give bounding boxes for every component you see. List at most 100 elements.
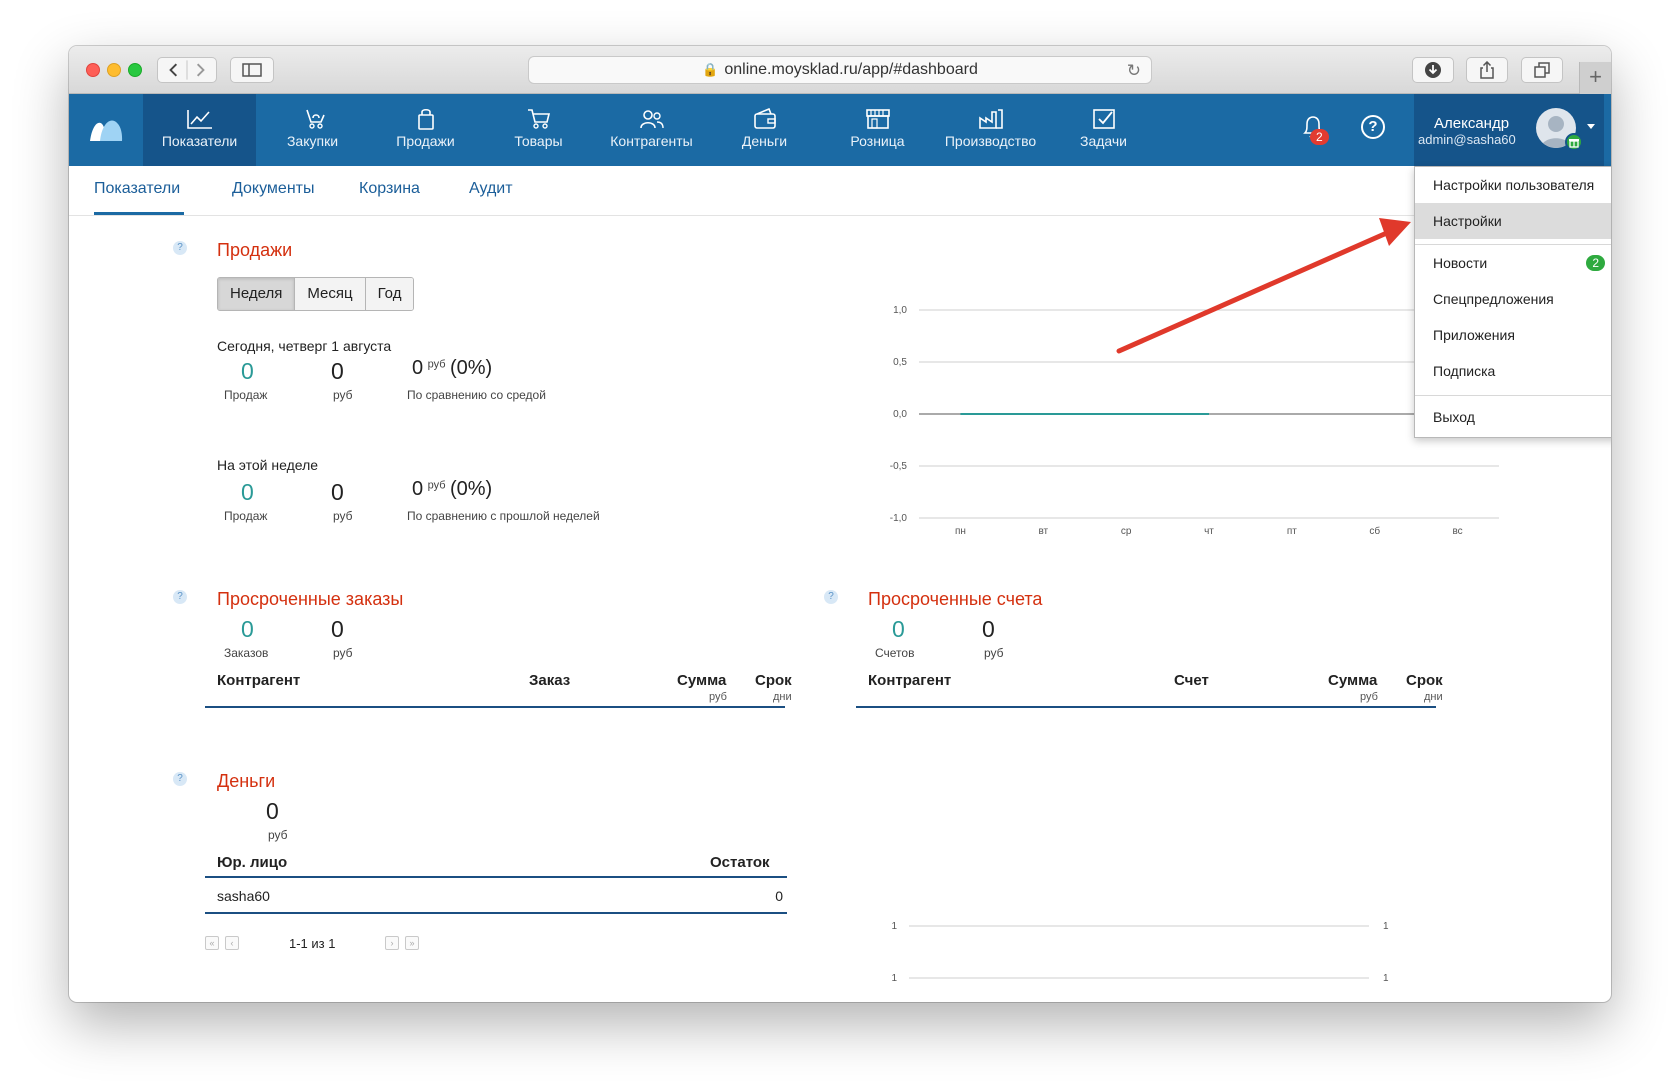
menu-divider [1415,244,1611,245]
users-icon [639,110,664,129]
today-compare-label: По сравнению со средой [407,388,546,402]
overdue-orders-sum: 0 [331,616,344,642]
menu-user-settings[interactable]: Настройки пользователя [1433,177,1595,193]
money-total-label: руб [268,828,288,842]
x-tick-label: вс [1452,526,1462,537]
zoom-window-button[interactable] [128,63,142,77]
menu-subscription[interactable]: Подписка [1433,363,1496,379]
menu-settings[interactable]: Настройки [1415,203,1611,239]
nav-label: Закупки [286,133,339,149]
nav-item-production[interactable]: Производство [934,94,1047,166]
today-sum-label: руб [333,388,353,402]
money-total: 0 [266,798,279,824]
url-text: online.moysklad.ru/app/#dashboard [724,61,978,78]
tabs-icon [1534,62,1550,78]
menu-apps[interactable]: Приложения [1433,327,1515,343]
tab-audit[interactable]: Аудит [469,180,513,197]
nav-item-money[interactable]: Деньги [708,94,821,166]
column-legal-entity[interactable]: Юр. лицо [217,854,288,871]
new-tab-button[interactable]: + [1579,62,1611,94]
tabs-overview-button[interactable] [1521,57,1563,83]
active-tab-indicator [94,212,184,215]
y-tick-label-right: 1 [1383,921,1389,932]
overdue-orders-sum-label: руб [333,646,353,660]
menu-special-offers[interactable]: Спецпредложения [1433,291,1554,307]
column-sum[interactable]: Сумма [1328,672,1378,689]
close-window-button[interactable] [86,63,100,77]
overdue-orders-count: 0 [241,616,254,642]
column-counterparty[interactable]: Контрагент [868,672,952,689]
wallet-icon [753,108,776,129]
user-menu-toggle[interactable]: Александр admin@sasha60 [1414,94,1604,166]
sidebar-icon [242,63,262,77]
x-tick-label: чт [1204,526,1214,537]
column-term[interactable]: Срок [1406,672,1443,689]
nav-item-products[interactable]: Товары [482,94,595,166]
today-label: Сегодня, четверг 1 августа [217,338,392,354]
pagination-info: 1-1 из 1 [289,936,336,951]
help-icon[interactable]: ? [173,590,187,604]
column-balance[interactable]: Остаток [710,854,770,871]
back-forward-icon [169,60,205,80]
today-count: 0 [241,358,254,384]
purchases-icon [305,109,325,129]
next-page-button[interactable]: › [385,936,399,950]
tab-dashboard[interactable]: Показатели [94,180,181,197]
minimize-window-button[interactable] [107,63,121,77]
back-forward-buttons[interactable] [157,57,217,83]
nav-item-tasks[interactable]: Задачи [1047,94,1160,166]
nav-item-retail[interactable]: Розница [821,94,934,166]
help-icon[interactable]: ? [824,590,838,604]
y-tick-label: 0,0 [893,409,907,420]
downloads-button[interactable] [1412,57,1454,83]
week-count-label: Продаж [224,509,268,523]
help-button[interactable]: ? [1361,115,1385,139]
prev-page-button[interactable]: ‹ [225,936,239,950]
period-year-button[interactable]: Год [365,278,414,310]
menu-news[interactable]: Новости 2 [1415,245,1611,281]
moysklad-logo[interactable] [88,116,124,142]
nav-label: Контрагенты [610,133,693,149]
week-compare-pct: (0%) [449,478,493,500]
week-compare-unit: руб [427,479,446,492]
last-page-button[interactable]: » [405,936,419,950]
help-icon[interactable]: ? [173,772,187,786]
today-count-label: Продаж [224,388,268,402]
table-header-rule [205,876,787,878]
download-icon [1425,62,1441,78]
week-label: На этой неделе [217,457,319,473]
tab-trash[interactable]: Корзина [359,180,420,197]
address-bar[interactable]: 🔒 online.moysklad.ru/app/#dashboard ↻ [528,56,1152,84]
notifications-badge[interactable]: 2 [1310,129,1329,145]
nav-item-counterparties[interactable]: Контрагенты [595,94,708,166]
table-header-rule [856,706,1436,708]
column-order[interactable]: Заказ [529,672,571,689]
week-compare: 0 руб (0%) [412,478,492,501]
y-tick-label: -1,0 [890,513,908,524]
term-unit: дни [1424,691,1443,703]
column-term[interactable]: Срок [755,672,792,689]
period-month-button[interactable]: Месяц [295,278,366,310]
share-button[interactable] [1466,57,1508,83]
column-sum[interactable]: Сумма [677,672,727,689]
y-tick-label: 0,5 [893,357,907,368]
today-compare-unit: руб [427,358,446,371]
menu-logout[interactable]: Выход [1433,409,1475,425]
sidebar-toggle-button[interactable] [230,57,274,83]
chart-icon [186,110,212,129]
column-counterparty[interactable]: Контрагент [217,672,301,689]
period-week-button[interactable]: Неделя [218,278,296,310]
x-tick-label: ср [1121,526,1132,537]
nav-item-sales[interactable]: Продажи [369,94,482,166]
tab-documents[interactable]: Документы [232,180,315,197]
column-invoice[interactable]: Счет [1174,672,1209,689]
reload-icon[interactable]: ↻ [1126,61,1141,80]
nav-item-dashboard[interactable]: Показатели [143,94,256,166]
table-footer-rule [205,912,787,914]
first-page-button[interactable]: « [205,936,219,950]
help-icon[interactable]: ? [173,241,187,255]
week-sum-label: руб [333,509,353,523]
share-icon [1480,61,1494,79]
x-tick-label: вт [1038,526,1048,537]
nav-item-purchases[interactable]: Закупки [256,94,369,166]
